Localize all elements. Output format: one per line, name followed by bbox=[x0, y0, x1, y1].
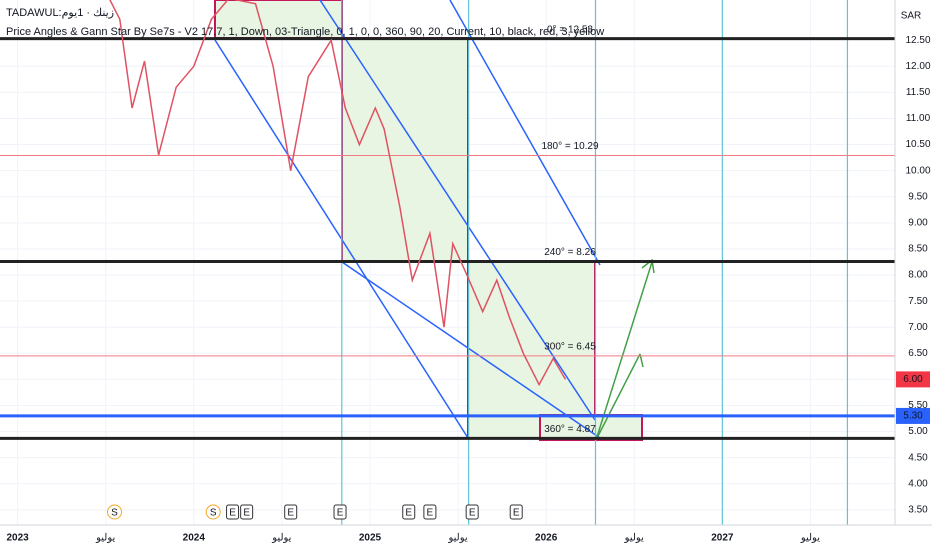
event-label: S bbox=[111, 508, 118, 519]
event-label: E bbox=[243, 508, 250, 519]
angle-line bbox=[449, 0, 601, 266]
x-tick-label: يوليو bbox=[271, 533, 291, 544]
x-tick-label: 2023 bbox=[6, 533, 29, 544]
y-tick-label: 8.00 bbox=[908, 270, 928, 281]
arrow bbox=[595, 261, 653, 441]
y-tick-label: 12.50 bbox=[905, 35, 930, 46]
level-label: 180° = 10.29 bbox=[541, 141, 599, 152]
price-tag-label: 5.30 bbox=[903, 411, 923, 422]
x-tick-label: 2027 bbox=[711, 533, 734, 544]
y-tick-label: 7.00 bbox=[908, 322, 928, 333]
y-tick-label: 5.50 bbox=[908, 400, 928, 411]
y-tick-label: 12.00 bbox=[905, 61, 930, 72]
event-icon bbox=[423, 504, 437, 520]
event-label: E bbox=[287, 508, 294, 519]
y-tick-label: 9.50 bbox=[908, 191, 928, 202]
price-tag-label: 6.00 bbox=[903, 374, 923, 385]
event-label: E bbox=[513, 508, 520, 519]
event-icon bbox=[205, 504, 221, 520]
y-tick-label: 9.00 bbox=[908, 217, 928, 228]
y-tick-label: 11.00 bbox=[906, 113, 931, 124]
indicator: Price Angles & Gann Star By Se7s - V2 17… bbox=[6, 26, 604, 38]
event-label: E bbox=[337, 508, 344, 519]
drawings bbox=[214, 0, 655, 441]
y-tick-label: 4.50 bbox=[908, 452, 928, 463]
x-tick-label: 2025 bbox=[359, 533, 382, 544]
gann-box bbox=[539, 414, 643, 441]
y-tick-label: 7.50 bbox=[908, 296, 928, 307]
level-label: 300° = 6.45 bbox=[544, 342, 596, 353]
event-icon bbox=[509, 504, 523, 520]
event-label: E bbox=[229, 508, 236, 519]
event-icon bbox=[107, 504, 123, 520]
symbol: TADAWUL:زينك · 1يوم bbox=[6, 7, 114, 19]
gann-box bbox=[341, 37, 469, 263]
event-label: E bbox=[405, 508, 412, 519]
price-tag bbox=[896, 407, 930, 424]
level-label: 240° = 8.26 bbox=[544, 247, 596, 258]
event-icon bbox=[226, 504, 240, 520]
y-tick-label: 11.50 bbox=[906, 87, 931, 98]
x-tick-label: يوليو bbox=[624, 533, 644, 544]
arrow bbox=[595, 353, 641, 441]
price-tag bbox=[896, 371, 930, 388]
y-tick-label: 3.50 bbox=[908, 505, 928, 516]
angle-line bbox=[341, 261, 601, 439]
angle-line bbox=[319, 0, 596, 421]
event-label: E bbox=[469, 508, 476, 519]
event-icon bbox=[402, 504, 416, 520]
y-tick-label: 4.00 bbox=[908, 478, 928, 489]
x-tick-label: يوليو bbox=[447, 533, 467, 544]
event-icon bbox=[240, 504, 254, 520]
y-tick-label: 8.50 bbox=[908, 244, 928, 255]
level-label: 360° = 4.87 bbox=[544, 424, 596, 435]
y-tick-label: 6.50 bbox=[908, 348, 928, 359]
event-label: S bbox=[210, 508, 217, 519]
event-icon bbox=[465, 504, 479, 520]
event-icon bbox=[284, 504, 298, 520]
x-tick-label: 2024 bbox=[183, 533, 206, 544]
level-label: 0° = 12.53 bbox=[547, 24, 593, 35]
y-tick-label: 10.00 bbox=[905, 165, 930, 176]
event-label: E bbox=[427, 508, 434, 519]
x-tick-label: يوليو bbox=[95, 533, 115, 544]
plot: 0° = 12.53 180° = 10.29 240° = 8.26 300° = … bbox=[0, 0, 895, 525]
x-tick-label: يوليو bbox=[800, 533, 820, 544]
event-icon bbox=[333, 504, 347, 520]
y-tick-label: 5.00 bbox=[908, 426, 928, 437]
y-tick-label: 10.50 bbox=[905, 139, 930, 150]
x-tick-label: 2026 bbox=[535, 533, 558, 544]
price-line bbox=[109, 0, 567, 387]
currency: SAR bbox=[901, 11, 922, 22]
